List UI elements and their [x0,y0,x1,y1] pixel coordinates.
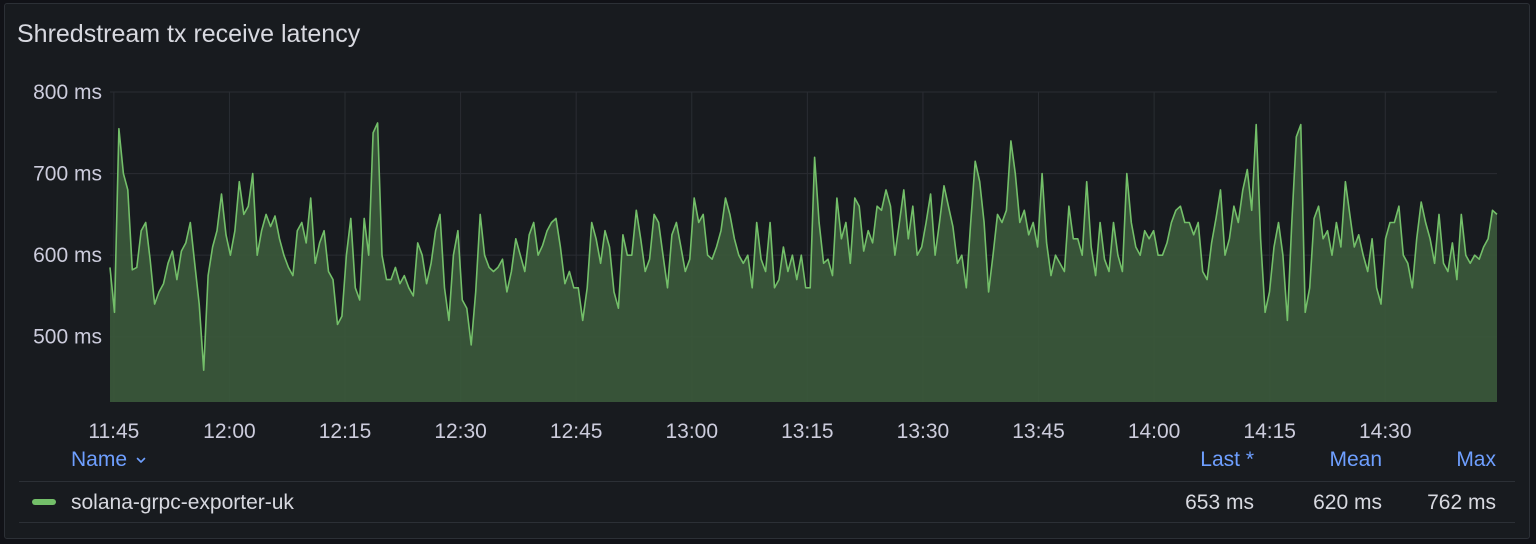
x-tick-label: 12:30 [434,420,487,443]
series-area [110,123,1497,402]
series-line[interactable] [109,122,1498,371]
x-tick-label: 12:00 [203,420,256,443]
y-tick-label: 500 ms [33,326,102,349]
legend-divider-bottom [19,522,1515,523]
x-tick-label: 13:45 [1012,420,1065,443]
y-tick-label: 700 ms [33,163,102,186]
panel: Shredstream tx receive latency 500 ms 600… [4,3,1530,539]
legend-divider [19,481,1515,482]
legend-series-swatch [32,499,56,505]
x-tick-label: 12:45 [550,420,603,443]
x-tick-label: 14:00 [1128,420,1181,443]
legend-series-last: 653 ms [1185,491,1254,514]
panel-title[interactable]: Shredstream tx receive latency [17,20,361,48]
legend-series-mean: 620 ms [1313,491,1382,514]
y-axis: 500 ms 600 ms 700 ms 800 ms [33,81,102,349]
x-axis: 11:45 12:00 12:15 12:30 12:45 13:00 13:15 13:30… [88,420,1411,443]
x-tick-label: 14:30 [1359,420,1412,443]
legend-header-last[interactable]: Last * [1200,448,1254,471]
chart[interactable]: 500 ms 600 ms 700 ms 800 ms 11:45 12:00 12:15… [5,4,1531,540]
legend-row[interactable]: solana-grpc-exporter-uk 653 ms 620 ms 76… [19,482,1515,522]
x-tick-label: 11:45 [88,420,139,443]
y-tick-label: 600 ms [33,244,102,267]
legend-header-name[interactable]: Name [71,448,147,472]
x-tick-label: 14:15 [1243,420,1296,443]
x-tick-label: 12:15 [319,420,372,443]
legend-series-name[interactable]: solana-grpc-exporter-uk [71,491,294,514]
x-tick-label: 13:30 [897,420,950,443]
legend-header-mean[interactable]: Mean [1329,448,1382,471]
x-tick-label: 13:15 [781,420,834,443]
legend-series-max: 762 ms [1427,491,1496,514]
x-tick-label: 13:00 [665,420,718,443]
legend-header-name-label: Name [71,448,128,471]
y-tick-label: 800 ms [33,81,102,104]
chevron-down-icon [136,458,146,464]
legend-header-max[interactable]: Max [1456,448,1496,471]
